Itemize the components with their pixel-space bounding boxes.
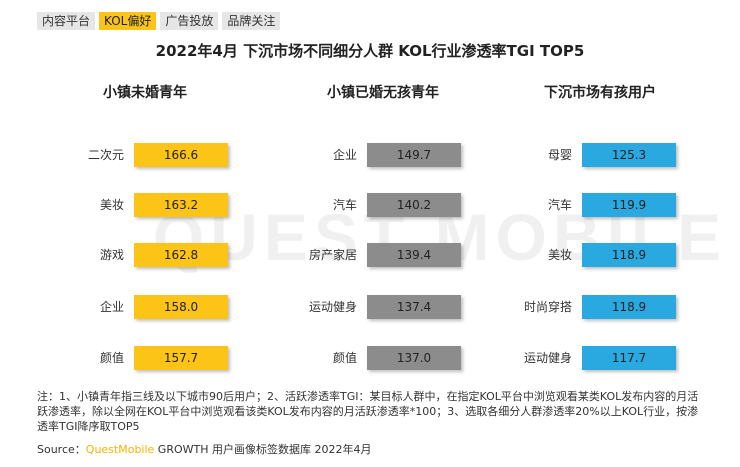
bar (367, 143, 461, 167)
category-label: 游戏 (100, 248, 124, 262)
bar (582, 295, 676, 319)
chart-title: 2022年4月 下沉市场不同细分人群 KOL行业渗透率TGI TOP5 (155, 42, 585, 60)
bar (367, 346, 461, 370)
category-label: 时尚穿搭 (524, 299, 572, 314)
value-label: 117.7 (612, 351, 646, 365)
bar (134, 193, 228, 217)
tab-brand-attention[interactable]: 品牌关注 (222, 12, 281, 30)
bar (134, 346, 228, 370)
value-label: 125.3 (612, 148, 646, 162)
tab-bar: 内容平台 KOL偏好 广告投放 品牌关注 (37, 12, 281, 30)
value-label: 118.9 (612, 300, 646, 314)
source-prefix: Source： (37, 443, 86, 456)
category-label: 颜值 (333, 350, 357, 365)
bar (582, 143, 676, 167)
category-label: 汽车 (333, 197, 357, 212)
source-brand: QuestMobile (85, 443, 155, 456)
bar (582, 346, 676, 370)
bar (134, 143, 228, 167)
category-label: 企业 (100, 299, 124, 314)
value-label: 162.8 (164, 248, 198, 262)
source-line: Source：QuestMobile GROWTH 用户画像标签数据库 2022… (37, 442, 372, 457)
category-label: 美妆 (100, 198, 124, 212)
bar (582, 193, 676, 217)
bar (134, 243, 228, 267)
bar (367, 243, 461, 267)
category-label: 美妆 (548, 248, 572, 262)
tab-ad-placement[interactable]: 广告投放 (160, 12, 219, 30)
value-label: 157.7 (164, 351, 198, 365)
value-label: 158.0 (164, 300, 198, 314)
panel-title: 下沉市场有孩用户 (544, 84, 656, 101)
category-label: 母婴 (548, 148, 572, 162)
value-label: 140.2 (397, 198, 431, 212)
value-label: 119.9 (612, 198, 646, 212)
tab-content-platform[interactable]: 内容平台 (37, 12, 96, 30)
panel-title: 小镇已婚无孩青年 (327, 84, 439, 101)
tab-kol-preference[interactable]: KOL偏好 (99, 12, 157, 30)
bar (367, 295, 461, 319)
category-label: 运动健身 (309, 299, 357, 314)
category-label: 企业 (333, 147, 357, 162)
value-label: 137.0 (397, 351, 431, 365)
value-label: 137.4 (397, 300, 431, 314)
bar (134, 295, 228, 319)
footnote: 注：1、小镇青年指三线及以下城市90后用户；2、活跃渗透率TGI：某目标人群中，… (37, 390, 699, 433)
panel-title: 小镇未婚青年 (103, 84, 187, 101)
bar (367, 193, 461, 217)
value-label: 139.4 (397, 248, 431, 262)
category-label: 二次元 (88, 148, 124, 162)
value-label: 163.2 (164, 198, 198, 212)
value-label: 166.6 (164, 148, 198, 162)
category-label: 汽车 (548, 197, 572, 212)
value-label: 149.7 (397, 148, 431, 162)
category-label: 运动健身 (524, 350, 572, 365)
value-label: 118.9 (612, 248, 646, 262)
bar (582, 243, 676, 267)
category-label: 房产家居 (309, 247, 357, 262)
source-suffix: GROWTH 用户画像标签数据库 2022年4月 (154, 443, 372, 456)
category-label: 颜值 (100, 350, 124, 365)
